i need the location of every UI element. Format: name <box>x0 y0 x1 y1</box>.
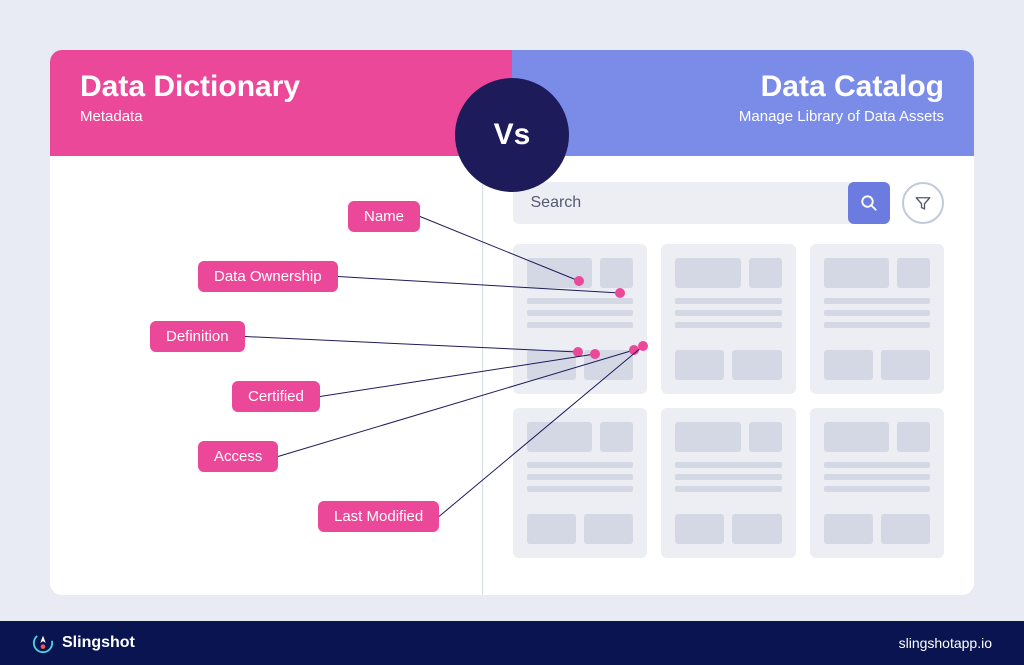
card-header <box>527 258 634 288</box>
card-placeholder <box>824 310 931 316</box>
card-placeholder <box>824 322 931 328</box>
catalog-card[interactable] <box>661 244 796 394</box>
card-placeholder <box>527 258 593 288</box>
metadata-tag-access: Access <box>198 441 278 472</box>
card-footer <box>824 350 931 380</box>
card-placeholder <box>732 514 781 544</box>
card-placeholder <box>527 422 593 452</box>
card-lines <box>675 462 782 492</box>
content-area: Name Data Ownership Definition Certified Acc… <box>50 156 974 595</box>
left-subtitle: Metadata <box>80 108 482 125</box>
card-placeholder <box>897 258 930 288</box>
metadata-tag-certified: Certified <box>232 381 320 412</box>
card-placeholder <box>584 514 633 544</box>
card-placeholder <box>675 486 782 492</box>
card-footer <box>824 514 931 544</box>
card-placeholder <box>675 350 724 380</box>
card-placeholder <box>675 474 782 480</box>
card-placeholder <box>824 474 931 480</box>
card-placeholder <box>749 422 782 452</box>
card-footer <box>675 350 782 380</box>
header-right-panel: Data Catalog Manage Library of Data Asse… <box>512 50 974 156</box>
card-placeholder <box>675 322 782 328</box>
card-footer <box>527 514 634 544</box>
footer: Slingshot slingshotapp.io <box>0 621 1024 665</box>
catalog-card[interactable] <box>513 244 648 394</box>
card-placeholder <box>675 258 741 288</box>
card-placeholder <box>600 422 633 452</box>
card-placeholder <box>527 486 634 492</box>
card-lines <box>527 462 634 492</box>
card-placeholder <box>897 422 930 452</box>
left-title: Data Dictionary <box>80 70 482 104</box>
card-placeholder <box>675 422 741 452</box>
card-placeholder <box>824 514 873 544</box>
search-box[interactable]: Search <box>513 182 891 224</box>
metadata-panel: Name Data Ownership Definition Certified Acc… <box>50 156 482 595</box>
infographic-container: Vs Data Dictionary Metadata Data Catalog… <box>50 50 974 595</box>
metadata-tag-definition: Definition <box>150 321 245 352</box>
search-button[interactable] <box>848 182 890 224</box>
card-placeholder <box>527 514 576 544</box>
card-placeholder <box>675 462 782 468</box>
card-placeholder <box>675 514 724 544</box>
right-title: Data Catalog <box>542 70 944 104</box>
card-placeholder <box>527 322 634 328</box>
footer-logo: Slingshot <box>32 632 135 654</box>
catalog-card[interactable] <box>513 408 648 558</box>
card-lines <box>824 462 931 492</box>
filter-button[interactable] <box>902 182 944 224</box>
card-header <box>675 258 782 288</box>
card-lines <box>675 298 782 328</box>
search-icon <box>860 194 878 212</box>
card-placeholder <box>881 514 930 544</box>
vs-badge: Vs <box>455 78 569 192</box>
card-placeholder <box>527 350 576 380</box>
card-placeholder <box>824 486 931 492</box>
card-footer <box>527 350 634 380</box>
card-lines <box>824 298 931 328</box>
footer-url: slingshotapp.io <box>899 635 992 651</box>
right-subtitle: Manage Library of Data Assets <box>542 108 944 125</box>
catalog-card[interactable] <box>810 408 945 558</box>
footer-brand: Slingshot <box>62 634 135 652</box>
card-placeholder <box>527 310 634 316</box>
filter-icon <box>914 194 932 212</box>
card-lines <box>527 298 634 328</box>
card-placeholder <box>732 350 781 380</box>
vs-label: Vs <box>494 118 531 152</box>
catalog-panel: Search <box>482 156 975 595</box>
card-header <box>527 422 634 452</box>
card-placeholder <box>881 350 930 380</box>
card-placeholder <box>675 310 782 316</box>
cards-grid <box>513 244 945 558</box>
card-footer <box>675 514 782 544</box>
card-header <box>675 422 782 452</box>
search-row: Search <box>513 182 945 224</box>
catalog-card[interactable] <box>661 408 796 558</box>
card-header <box>824 422 931 452</box>
card-placeholder <box>584 350 633 380</box>
card-placeholder <box>527 474 634 480</box>
logo-icon <box>32 632 54 654</box>
metadata-tag-data-ownership: Data Ownership <box>198 261 338 292</box>
card-placeholder <box>675 298 782 304</box>
metadata-tag-last-modified: Last Modified <box>318 501 439 532</box>
card-placeholder <box>824 462 931 468</box>
search-input[interactable]: Search <box>513 194 849 212</box>
card-placeholder <box>824 350 873 380</box>
card-header <box>824 258 931 288</box>
card-placeholder <box>824 298 931 304</box>
card-placeholder <box>824 422 890 452</box>
card-placeholder <box>749 258 782 288</box>
card-placeholder <box>527 298 634 304</box>
header-left-panel: Data Dictionary Metadata <box>50 50 512 156</box>
metadata-tag-name: Name <box>348 201 420 232</box>
catalog-card[interactable] <box>810 244 945 394</box>
card-placeholder <box>600 258 633 288</box>
card-placeholder <box>824 258 890 288</box>
card-placeholder <box>527 462 634 468</box>
